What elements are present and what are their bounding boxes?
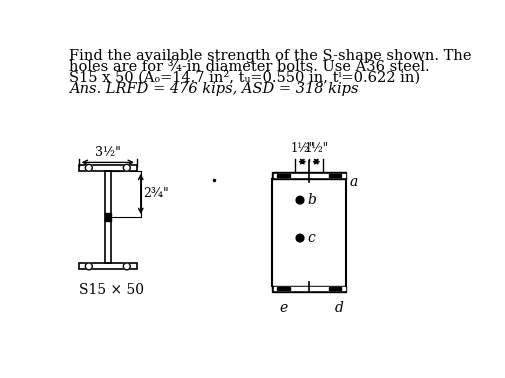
Circle shape bbox=[295, 196, 304, 204]
Bar bbox=[79, 165, 137, 171]
Text: 3½": 3½" bbox=[95, 146, 121, 159]
Bar bbox=[277, 174, 289, 177]
Text: Find the available strength of the S-shape shown. The: Find the available strength of the S-sha… bbox=[69, 49, 470, 63]
Circle shape bbox=[85, 164, 92, 171]
Bar bbox=[328, 174, 341, 177]
Bar bbox=[79, 263, 137, 270]
Circle shape bbox=[123, 263, 130, 270]
Text: e: e bbox=[279, 301, 287, 315]
Text: a: a bbox=[348, 175, 357, 189]
Bar bbox=[328, 287, 341, 290]
Bar bbox=[272, 286, 345, 292]
Bar bbox=[105, 171, 111, 263]
Text: S15 × 50: S15 × 50 bbox=[79, 283, 144, 297]
Circle shape bbox=[295, 234, 304, 242]
Bar bbox=[277, 287, 289, 290]
Text: 2¾": 2¾" bbox=[143, 187, 169, 200]
Text: Ans. LRFD = 476 kips, ASD = 318 kips: Ans. LRFD = 476 kips, ASD = 318 kips bbox=[69, 82, 358, 96]
Bar bbox=[274, 287, 344, 290]
Bar bbox=[272, 172, 345, 178]
Text: b: b bbox=[307, 193, 315, 207]
Bar bbox=[105, 213, 111, 221]
Circle shape bbox=[85, 263, 92, 270]
Text: d: d bbox=[334, 301, 343, 315]
Bar bbox=[274, 174, 344, 177]
Text: c: c bbox=[307, 231, 314, 245]
Text: 1½": 1½" bbox=[304, 142, 328, 155]
Circle shape bbox=[123, 164, 130, 171]
Text: S15 x 50 (Aₒ=14.7 in², tᵤ=0.550 in, tⁱ=0.622 in): S15 x 50 (Aₒ=14.7 in², tᵤ=0.550 in, tⁱ=0… bbox=[69, 71, 419, 85]
Text: holes are for ¾-in diameter bolts. Use A36 steel.: holes are for ¾-in diameter bolts. Use A… bbox=[69, 60, 428, 74]
Text: 1½": 1½" bbox=[290, 142, 314, 155]
